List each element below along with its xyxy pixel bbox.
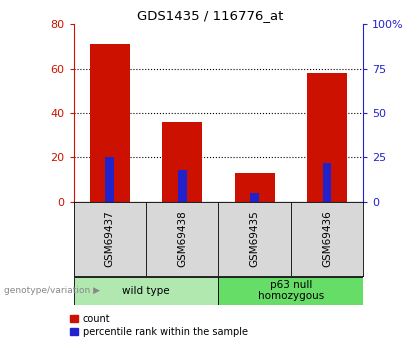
Text: GSM69436: GSM69436 — [322, 211, 332, 267]
Bar — [250, 193, 259, 202]
Text: genotype/variation ▶: genotype/variation ▶ — [4, 286, 100, 295]
Text: GSM69437: GSM69437 — [105, 211, 115, 267]
Bar — [90, 44, 130, 202]
Text: GDS1435 / 116776_at: GDS1435 / 116776_at — [137, 9, 283, 22]
Bar — [162, 122, 202, 202]
FancyBboxPatch shape — [218, 277, 363, 305]
Bar — [178, 170, 186, 202]
Bar — [323, 163, 331, 202]
Text: wild type: wild type — [122, 286, 170, 296]
Legend: count, percentile rank within the sample: count, percentile rank within the sample — [70, 314, 248, 337]
Bar — [105, 157, 114, 202]
FancyBboxPatch shape — [74, 277, 218, 305]
Bar — [235, 173, 275, 202]
Text: p63 null
homozygous: p63 null homozygous — [258, 280, 324, 302]
Text: GSM69435: GSM69435 — [249, 211, 260, 267]
Text: GSM69438: GSM69438 — [177, 211, 187, 267]
Bar — [307, 73, 347, 202]
